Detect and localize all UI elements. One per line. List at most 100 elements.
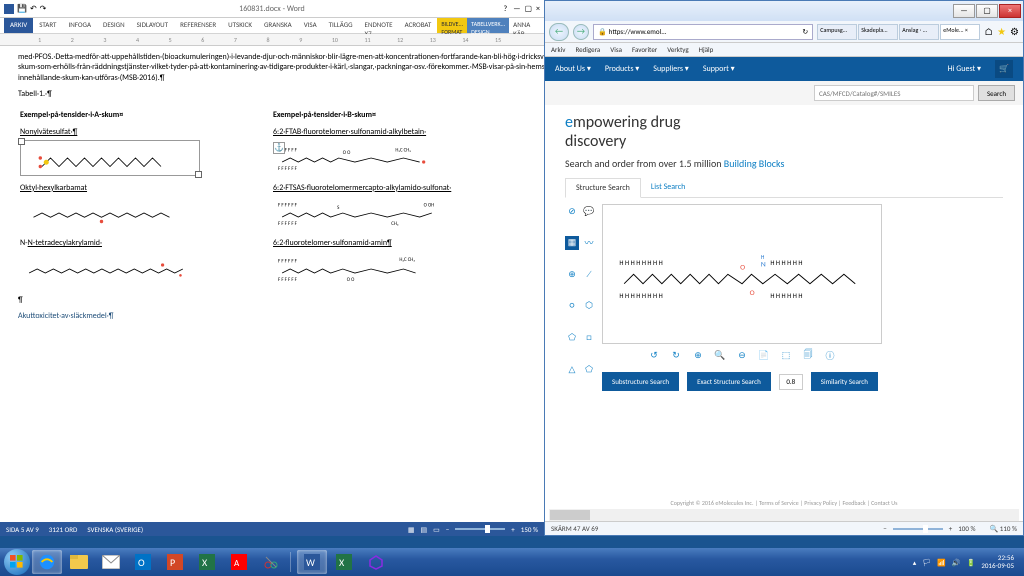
url-bar[interactable]: 🔒https://www.emol...↻ (593, 24, 813, 40)
tray-network-icon[interactable]: 📶 (937, 558, 946, 567)
taskbar-ppt-icon[interactable]: P (160, 550, 190, 574)
menu-favoriter[interactable]: Favoriter (632, 45, 657, 54)
tab-utskick[interactable]: UTSKICK (222, 18, 258, 33)
menu-visa[interactable]: Visa (610, 45, 622, 54)
zoom-in-button[interactable]: + (511, 525, 515, 534)
nav-products[interactable]: Products ▾ (605, 64, 639, 74)
copy-icon[interactable]: 🗐 (801, 348, 815, 362)
redo-icon[interactable]: ↷ (40, 4, 47, 14)
tab-infoga[interactable]: INFOGA (62, 18, 97, 33)
redo-icon[interactable]: ↻ (669, 348, 683, 362)
tab-anslag[interactable]: Anslag · ... (899, 24, 939, 40)
tool-triangle-icon[interactable]: △ (565, 362, 579, 376)
help-icon[interactable]: ? (503, 4, 507, 14)
taskbar-explorer-icon[interactable] (64, 550, 94, 574)
context-tabell[interactable]: TABELLVERK...DESIGN LAYOUT (467, 18, 509, 33)
nav-support[interactable]: Support ▾ (703, 64, 735, 74)
tab-tillagg[interactable]: TILLÄGG (323, 18, 359, 33)
view-read-icon[interactable]: ▤ (421, 525, 428, 534)
tab-list-search[interactable]: List Search (641, 178, 695, 197)
tab-granska[interactable]: GRANSKA (258, 18, 298, 33)
zoom-slider[interactable] (893, 528, 943, 530)
menu-verktyg[interactable]: Verktyg (667, 45, 688, 54)
taskbar-chem-icon[interactable] (361, 550, 391, 574)
tool-pentagon-icon[interactable]: ⬠ (565, 331, 579, 345)
info-icon[interactable]: ⓘ (823, 348, 837, 362)
tab-sidlayout[interactable]: SIDLAYOUT (131, 18, 175, 33)
tab-referenser[interactable]: REFERENSER (174, 18, 222, 33)
minimize-button[interactable]: — (953, 4, 975, 18)
greeting[interactable]: Hi Guest ▾ (948, 64, 981, 74)
tool-chain-icon[interactable]: 〰 (582, 236, 596, 250)
zoom-out-button[interactable]: − (883, 524, 887, 533)
maximize-button[interactable]: ▢ (976, 4, 998, 18)
taskbar-word-running-icon[interactable]: W (297, 550, 327, 574)
taskbar-snip-icon[interactable] (256, 550, 286, 574)
tray-volume-icon[interactable]: 🔊 (952, 558, 961, 567)
undo-icon[interactable]: ↶ (30, 4, 37, 14)
zoom-slider[interactable] (455, 528, 505, 530)
favorites-icon[interactable]: ★ (997, 25, 1006, 38)
tab-design[interactable]: DESIGN (97, 18, 131, 33)
zoom-fit-icon[interactable]: ⊕ (691, 348, 705, 362)
view-web-icon[interactable]: ▭ (433, 525, 440, 534)
building-blocks-link[interactable]: Building Blocks (724, 157, 785, 170)
nav-about[interactable]: About Us ▾ (555, 64, 591, 74)
clock[interactable]: 22:56 2016-09-05 (981, 554, 1014, 569)
exact-search-button[interactable]: Exact Structure Search (687, 372, 771, 391)
tray-flag-icon[interactable]: 🏳 (922, 558, 931, 567)
view-print-icon[interactable]: ▦ (408, 525, 415, 534)
tool-plus-icon[interactable]: ⊕ (565, 267, 579, 281)
tab-arkiv[interactable]: ARKIV (4, 18, 33, 33)
tray-up-icon[interactable]: ▴ (913, 558, 917, 567)
back-button[interactable]: ← (549, 23, 569, 41)
start-button[interactable] (4, 549, 30, 575)
taskbar-ie-icon[interactable] (32, 550, 62, 574)
document-body[interactable]: med·PFOS.·Detta·medför·att·uppehållstide… (0, 46, 544, 522)
tool-cyclopent-icon[interactable]: ⬠ (582, 362, 596, 376)
word-count[interactable]: 3121 ORD (49, 525, 78, 534)
nav-suppliers[interactable]: Suppliers ▾ (653, 64, 689, 74)
ruler[interactable]: 123456789101112131415 (0, 34, 544, 46)
tab-structure-search[interactable]: Structure Search (565, 178, 641, 198)
zoom-icon[interactable]: 🔍 (713, 348, 727, 362)
taskbar-mail-icon[interactable] (96, 550, 126, 574)
tab-skadepla[interactable]: Skadepla... (858, 24, 898, 40)
taskbar-excel-icon[interactable]: X (192, 550, 222, 574)
menu-hjalp[interactable]: Hjälp (699, 45, 714, 54)
tab-emole[interactable]: eMole... × (940, 24, 980, 40)
zoom-out-icon[interactable]: ⊖ (735, 348, 749, 362)
tool-grid-icon[interactable]: ▦ (565, 236, 579, 250)
menu-arkiv[interactable]: Arkiv (551, 45, 565, 54)
refresh-icon[interactable]: ↻ (802, 27, 808, 36)
tab-campusg[interactable]: Campusg... (817, 24, 857, 40)
tray-battery-icon[interactable]: 🔋 (967, 558, 976, 567)
cart-icon[interactable]: 🛒 (995, 60, 1013, 78)
structure-canvas[interactable]: H H H H H H H H H H H H H H H H H H H H … (602, 204, 882, 344)
taskbar-excel-running-icon[interactable]: X (329, 550, 359, 574)
substructure-search-button[interactable]: Substructure Search (602, 372, 679, 391)
tool-bond-icon[interactable]: ∕ (582, 267, 596, 281)
tool-lasso-icon[interactable]: 💬 (582, 204, 596, 218)
page-zoom[interactable]: 🔍 110 % (989, 524, 1017, 533)
zoom-out-button[interactable]: − (446, 525, 450, 534)
zoom-in-button[interactable]: + (949, 524, 953, 533)
tool-ring-icon[interactable]: ○ (565, 299, 579, 313)
tool-square-icon[interactable]: □ (582, 331, 596, 345)
taskbar-outlook-icon[interactable]: O (128, 550, 158, 574)
sitewide-search-input[interactable] (814, 85, 974, 101)
chem-structure-nonylvatesulfat[interactable] (20, 140, 200, 176)
menu-redigera[interactable]: Redigera (575, 45, 600, 54)
home-icon[interactable]: ⌂ (984, 25, 993, 38)
close-button[interactable]: × (536, 4, 540, 14)
horizontal-scrollbar[interactable] (549, 509, 1019, 521)
new-icon[interactable]: 📄 (757, 348, 771, 362)
tab-endnote[interactable]: EndNote X7 (359, 18, 399, 33)
tool-erase-icon[interactable]: ⊘ (565, 204, 579, 218)
context-bildve[interactable]: BILDVE...FORMAT (437, 18, 467, 33)
similarity-search-button[interactable]: Similarity Search (811, 372, 878, 391)
save-icon[interactable]: 💾 (17, 4, 27, 14)
close-button[interactable]: × (999, 4, 1021, 18)
forward-button[interactable]: → (573, 24, 589, 40)
tools-icon[interactable]: ⚙ (1010, 25, 1019, 38)
